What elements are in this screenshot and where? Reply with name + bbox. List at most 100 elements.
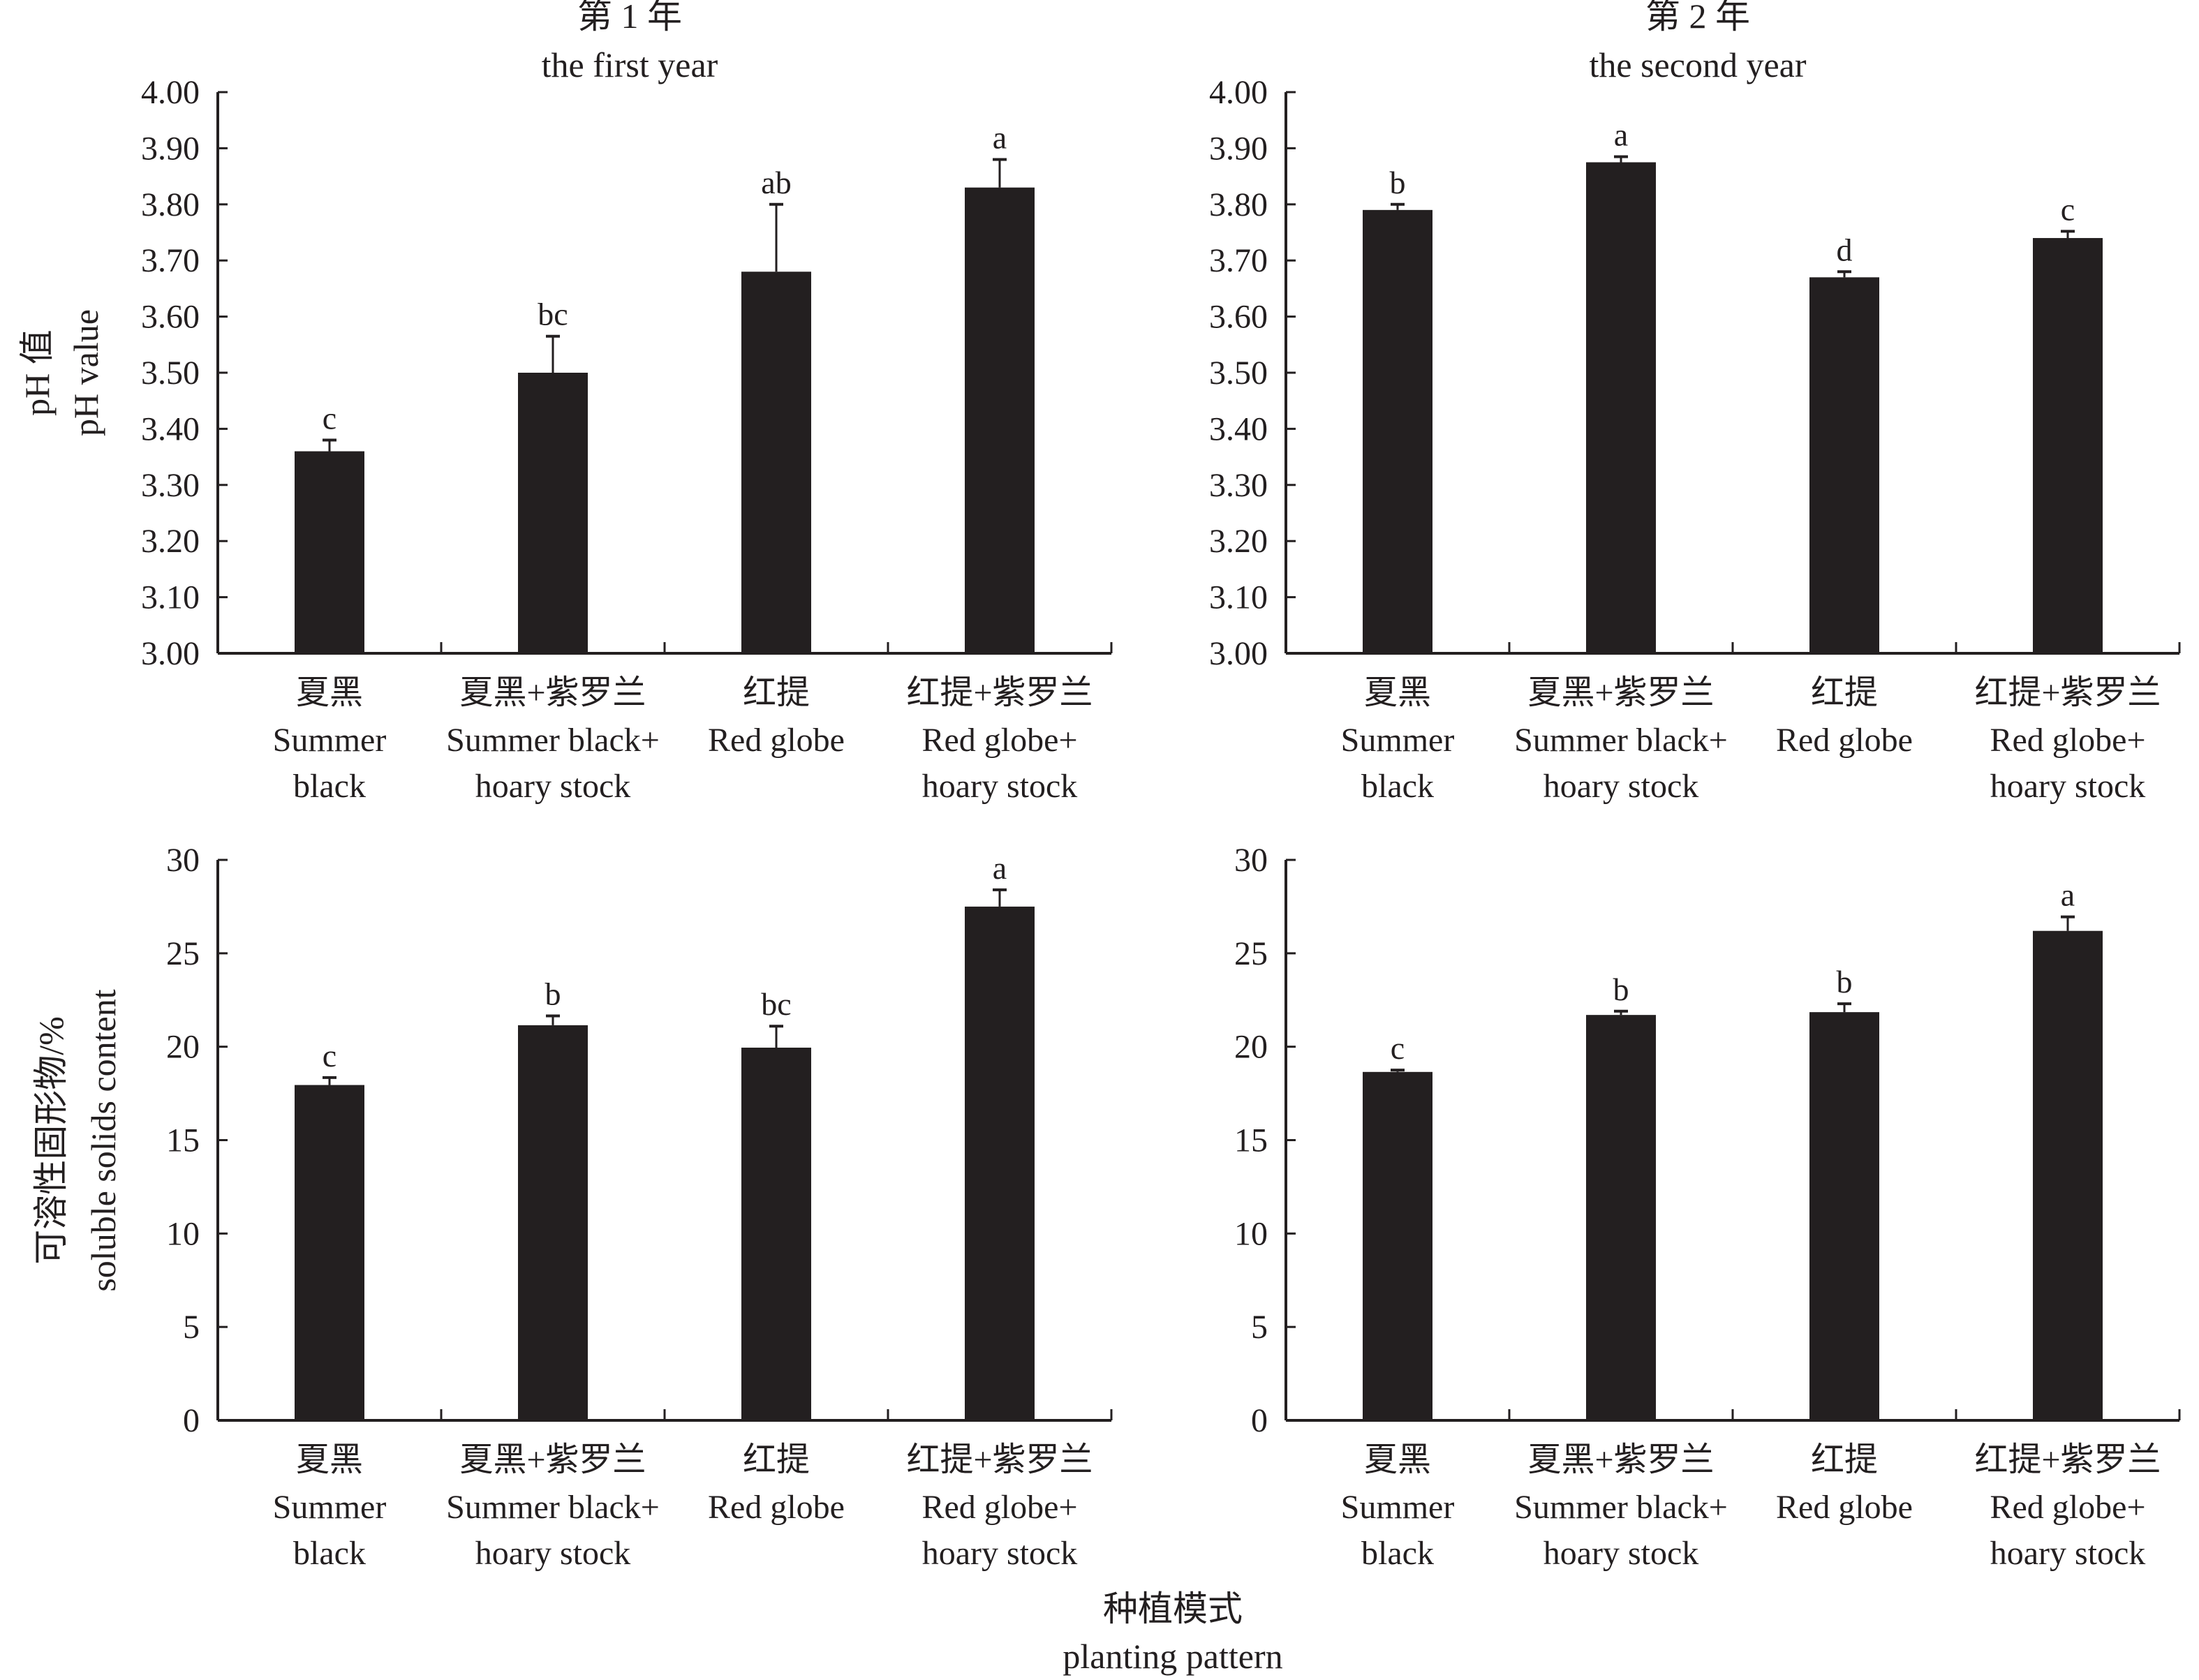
significance-letter: b bbox=[1613, 972, 1629, 1007]
y-tick-label: 3.20 bbox=[1209, 523, 1268, 560]
x-category-label-en: Red globe+ bbox=[1990, 722, 2145, 759]
significance-letter: a bbox=[1614, 117, 1628, 152]
shared-xlabel-en: planting pattern bbox=[1063, 1637, 1282, 1676]
x-category-label-en: Summer black+ bbox=[1514, 1489, 1728, 1526]
x-category-label-en: Summer bbox=[273, 1489, 387, 1526]
x-category-label-en: Red globe+ bbox=[1990, 1489, 2145, 1526]
x-category-label-cn: 红提+紫罗兰 bbox=[1974, 674, 2161, 711]
panel-title-cn: 第 1 年 bbox=[577, 0, 682, 36]
y-tick-label: 3.10 bbox=[1209, 579, 1268, 616]
bar bbox=[295, 1085, 364, 1420]
y-tick-label: 3.60 bbox=[1209, 299, 1268, 336]
x-category-label-en: Red globe+ bbox=[921, 1489, 1077, 1526]
significance-letter: a bbox=[993, 850, 1007, 886]
y-tick-label: 3.30 bbox=[1209, 467, 1268, 504]
bar bbox=[2033, 238, 2103, 653]
x-category-label-cn: 红提 bbox=[1811, 1441, 1878, 1478]
y-axis-label-cn: 可溶性固形物/% bbox=[31, 1016, 71, 1265]
y-tick-label: 3.20 bbox=[141, 523, 200, 560]
y-tick-label: 3.50 bbox=[1209, 355, 1268, 392]
significance-letter: bc bbox=[538, 297, 568, 332]
y-tick-label: 3.60 bbox=[141, 299, 200, 336]
y-tick-label: 25 bbox=[166, 935, 200, 972]
x-category-label-en: hoary stock bbox=[1990, 768, 2146, 805]
bar bbox=[741, 272, 811, 653]
significance-letter: c bbox=[2061, 191, 2075, 227]
y-axis-label-cn: pH 值 bbox=[17, 329, 57, 416]
x-category-label-en: Red globe bbox=[1776, 722, 1913, 759]
significance-letter: c bbox=[1391, 1030, 1405, 1066]
significance-letter: a bbox=[2061, 877, 2075, 913]
bar bbox=[741, 1048, 811, 1420]
y-tick-label: 3.70 bbox=[141, 242, 200, 279]
y-tick-label: 3.40 bbox=[141, 410, 200, 447]
panel-solids-year-1: 0 5 10 15 20 25 30 c 夏黑 Summer black b 夏黑+紫罗兰 Summer … bbox=[31, 842, 1113, 1572]
y-tick-label: 4.00 bbox=[1209, 74, 1268, 111]
x-category-label-en: Summer bbox=[273, 722, 387, 759]
y-tick-label: 3.40 bbox=[1209, 410, 1268, 447]
x-category-label-en: Summer black+ bbox=[1514, 722, 1728, 759]
x-category-label-en: Summer bbox=[1341, 722, 1455, 759]
x-category-label-en: hoary stock bbox=[1543, 768, 1699, 805]
shared-xlabel-cn: 种植模式 bbox=[1103, 1589, 1243, 1628]
y-tick-label: 30 bbox=[166, 842, 200, 879]
y-tick-label: 30 bbox=[1234, 842, 1268, 879]
x-category-label-en: black bbox=[1361, 1535, 1434, 1572]
y-tick-label: 4.00 bbox=[141, 74, 200, 111]
x-category-label-en: Summer bbox=[1341, 1489, 1455, 1526]
significance-letter: b bbox=[1837, 964, 1853, 999]
bar bbox=[1363, 1071, 1432, 1420]
x-category-label-cn: 红提 bbox=[743, 674, 810, 711]
y-tick-label: 3.70 bbox=[1209, 242, 1268, 279]
panel-ph-year-1: 3.00 3.10 3.20 3.30 3.40 3.50 3.60 3.70 3.80 3.90… bbox=[17, 0, 1113, 805]
x-category-label-cn: 夏黑+紫罗兰 bbox=[1527, 1441, 1714, 1478]
bar bbox=[1363, 209, 1432, 654]
x-category-label-en: hoary stock bbox=[475, 1535, 631, 1572]
x-category-label-cn: 红提+紫罗兰 bbox=[906, 1441, 1093, 1478]
x-category-label-en: Summer black+ bbox=[446, 722, 660, 759]
panel-solids-year-2: 0 5 10 15 20 25 30 c 夏黑 Summer black b 夏黑+紫罗兰 Summer … bbox=[1234, 842, 2181, 1572]
x-category-label-en: Red globe bbox=[1776, 1489, 1913, 1526]
y-tick-label: 10 bbox=[1234, 1215, 1268, 1252]
y-tick-label: 20 bbox=[1234, 1029, 1268, 1066]
bar bbox=[965, 906, 1035, 1420]
x-category-label-en: black bbox=[293, 1535, 366, 1572]
x-category-label-en: hoary stock bbox=[1543, 1535, 1699, 1572]
x-category-label-en: Red globe bbox=[708, 1489, 845, 1526]
x-category-label-en: Red globe bbox=[708, 722, 845, 759]
panel-ph-year-2: 3.00 3.10 3.20 3.30 3.40 3.50 3.60 3.70 3.80 3.90… bbox=[1209, 0, 2181, 805]
y-tick-label: 10 bbox=[166, 1215, 200, 1252]
significance-letter: c bbox=[323, 1038, 336, 1073]
x-category-label-cn: 夏黑+紫罗兰 bbox=[459, 674, 646, 711]
significance-letter: bc bbox=[761, 986, 791, 1022]
x-category-label-cn: 夏黑 bbox=[296, 674, 363, 711]
y-tick-label: 3.90 bbox=[141, 130, 200, 167]
x-category-label-en: hoary stock bbox=[922, 768, 1078, 805]
bar bbox=[518, 1025, 588, 1420]
bar bbox=[1586, 1015, 1656, 1420]
significance-letter: c bbox=[323, 400, 336, 436]
x-category-label-cn: 红提 bbox=[743, 1441, 810, 1478]
x-category-label-en: hoary stock bbox=[922, 1535, 1078, 1572]
x-category-label-en: hoary stock bbox=[1990, 1535, 2146, 1572]
y-tick-label: 20 bbox=[166, 1029, 200, 1066]
y-tick-label: 3.10 bbox=[141, 579, 200, 616]
x-category-label-cn: 夏黑 bbox=[1364, 1441, 1431, 1478]
x-category-label-cn: 红提 bbox=[1811, 674, 1878, 711]
significance-letter: b bbox=[1390, 165, 1406, 200]
y-axis-label-en: soluble solids content bbox=[84, 989, 123, 1291]
y-tick-label: 5 bbox=[183, 1309, 200, 1346]
bar bbox=[1809, 277, 1879, 653]
bar bbox=[295, 451, 364, 653]
x-category-label-cn: 红提+紫罗兰 bbox=[906, 674, 1093, 711]
y-tick-label: 15 bbox=[166, 1122, 200, 1159]
significance-letter: b bbox=[545, 976, 561, 1012]
panel-title-en: the second year bbox=[1590, 45, 1807, 84]
y-tick-label: 5 bbox=[1251, 1309, 1268, 1346]
x-category-label-en: black bbox=[1361, 768, 1434, 805]
x-category-label-cn: 夏黑 bbox=[1364, 674, 1431, 711]
bar bbox=[518, 373, 588, 653]
x-category-label-en: hoary stock bbox=[475, 768, 631, 805]
bar bbox=[1586, 162, 1656, 653]
